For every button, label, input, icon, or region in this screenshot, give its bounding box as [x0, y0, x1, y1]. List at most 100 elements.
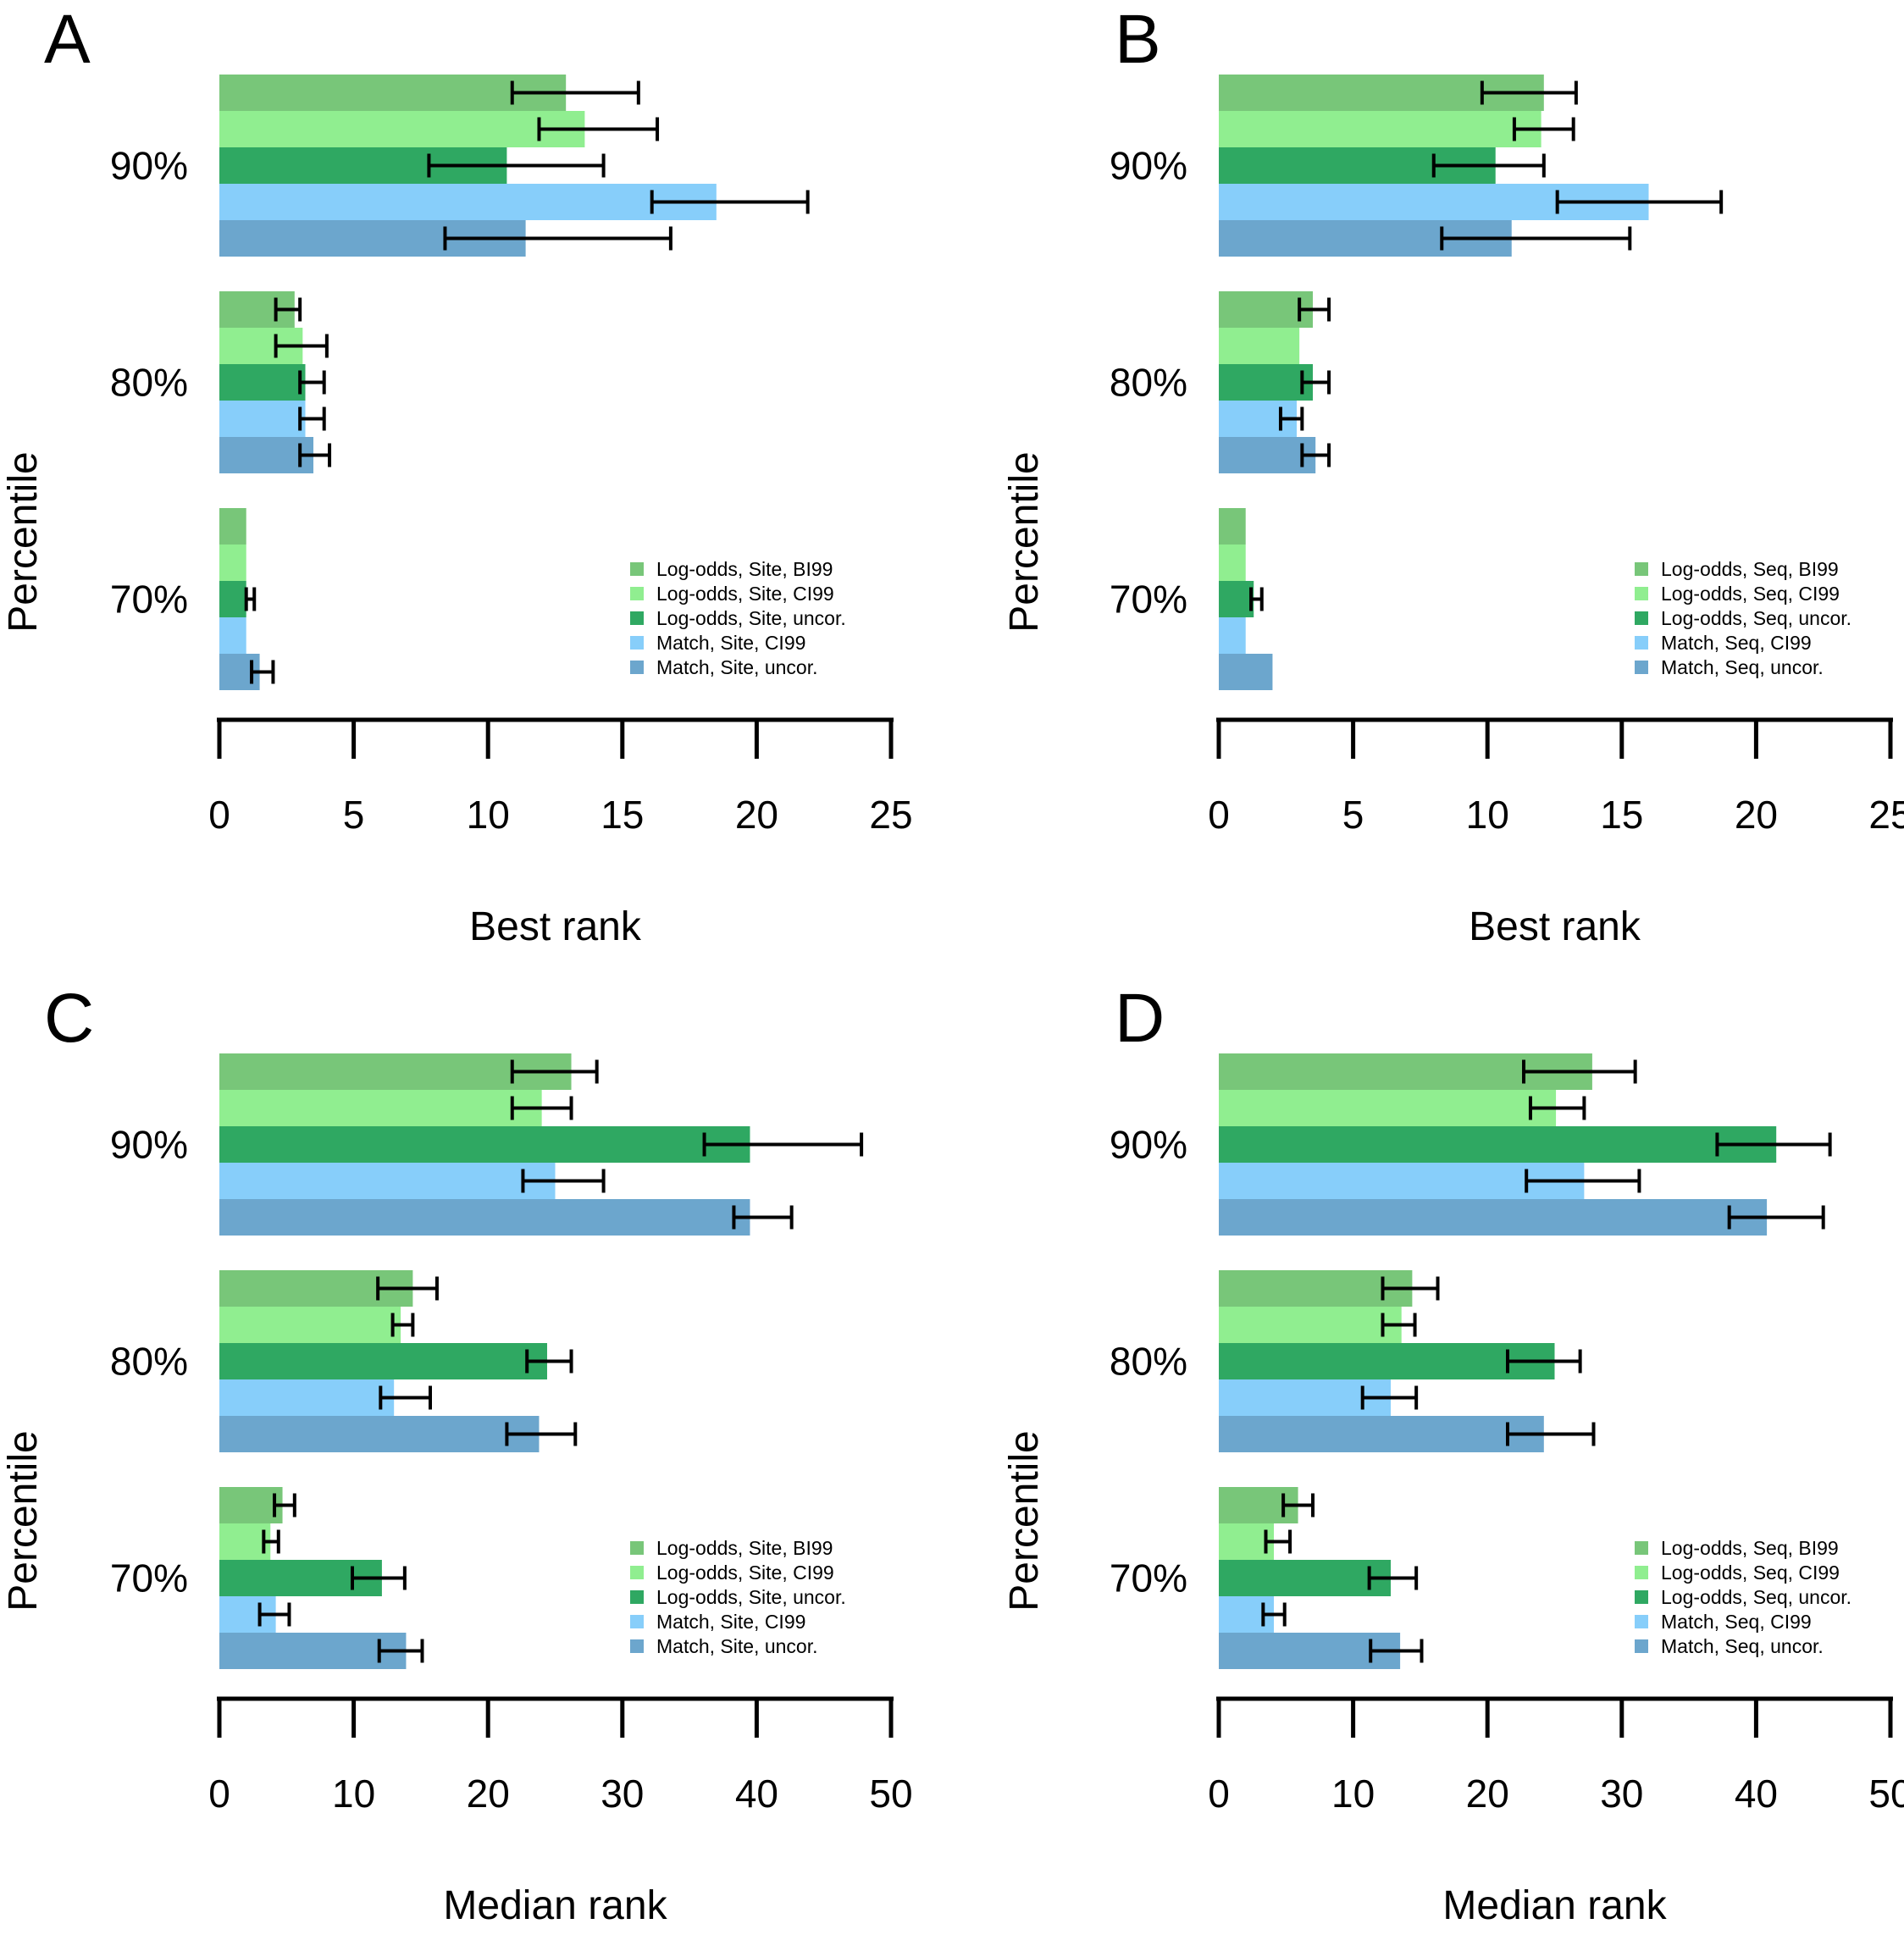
category-label: 80%: [110, 361, 188, 405]
bar: [219, 617, 246, 654]
legend-label: Match, Site, CI99: [656, 1611, 805, 1633]
x-axis-title: Median rank: [443, 1883, 667, 1928]
error-bar: [510, 1059, 599, 1084]
error-bar: [1522, 1059, 1637, 1084]
error-bar: [732, 1205, 794, 1230]
legend-swatch: [630, 1541, 644, 1555]
panel-A: A Percentile 90% 80% 70% 0 5 10 15 20 25 Best ran…: [0, 0, 952, 978]
legend-label: Log-odds, Seq, BI99: [1661, 1537, 1839, 1559]
x-tick-label: 20: [1466, 1772, 1509, 1816]
error-bar: [521, 1169, 606, 1193]
legend-label: Match, Seq, CI99: [1661, 632, 1812, 654]
error-bar: [1281, 1493, 1315, 1518]
error-bar: [1505, 1422, 1596, 1446]
legend-label: Match, Site, uncor.: [656, 656, 817, 678]
category-label: 90%: [110, 1123, 188, 1167]
bar: [219, 1090, 542, 1126]
x-tick-label: 0: [208, 793, 230, 837]
bar: [219, 401, 306, 437]
legend-label: Match, Site, CI99: [656, 632, 805, 654]
bar: [219, 1487, 283, 1523]
error-bar: [274, 297, 302, 322]
error-bar: [1249, 587, 1264, 611]
error-bar: [1300, 443, 1331, 467]
error-bar: [1528, 1096, 1586, 1120]
x-tick-label: 50: [1868, 1772, 1904, 1816]
bar: [1219, 581, 1254, 617]
legend-swatch: [1635, 611, 1648, 625]
error-bar: [443, 226, 672, 251]
error-bar: [273, 1493, 296, 1518]
legend-label: Log-odds, Site, uncor.: [656, 607, 846, 629]
error-bar: [376, 1276, 439, 1301]
legend-swatch: [1635, 1615, 1648, 1628]
x-axis: [217, 1696, 894, 1738]
bar: [1219, 437, 1316, 473]
error-bar: [525, 1349, 573, 1374]
bar: [1219, 1090, 1557, 1126]
bar: [219, 1416, 540, 1452]
error-bar: [1381, 1313, 1417, 1337]
bar: [1219, 1199, 1768, 1236]
legend-label: Log-odds, Site, CI99: [656, 583, 834, 605]
error-bar: [1555, 190, 1724, 214]
x-tick-label: 50: [869, 1772, 912, 1816]
legend-label: Log-odds, Site, uncor.: [656, 1586, 846, 1608]
category-label: 80%: [1110, 361, 1187, 405]
legend-swatch: [630, 1615, 644, 1628]
x-tick-label: 0: [1208, 1772, 1230, 1816]
error-bar: [1715, 1132, 1832, 1157]
legend-label: Log-odds, Site, CI99: [656, 1562, 834, 1584]
error-bar: [702, 1132, 864, 1157]
error-bar: [274, 334, 329, 358]
legend-label: Log-odds, Seq, BI99: [1661, 558, 1839, 580]
legend-label: Match, Seq, uncor.: [1661, 656, 1824, 678]
x-tick-label: 20: [467, 1772, 510, 1816]
bar: [219, 437, 314, 473]
bar: [219, 581, 246, 617]
error-bar: [351, 1566, 407, 1590]
bar: [1219, 1416, 1544, 1452]
error-bar: [1431, 153, 1546, 178]
x-axis: [1216, 717, 1893, 759]
legend-swatch: [1635, 587, 1648, 600]
x-tick-label: 15: [601, 793, 644, 837]
bar: [219, 75, 567, 111]
bar: [1219, 364, 1314, 401]
x-tick-label: 5: [1342, 793, 1364, 837]
bar: [1219, 111, 1541, 147]
legend-swatch: [1635, 1639, 1648, 1653]
x-tick-label: 5: [343, 793, 365, 837]
error-bar: [1480, 80, 1578, 105]
panel-letter: B: [1115, 1, 1161, 78]
legend-label: Log-odds, Site, BI99: [656, 1537, 833, 1559]
error-bar: [298, 443, 332, 467]
category-label: 90%: [1110, 144, 1187, 188]
legend-label: Log-odds, Seq, CI99: [1661, 1562, 1840, 1584]
legend-swatch: [630, 636, 644, 650]
error-bar: [298, 370, 326, 395]
legend: Log-odds, Seq, BI99 Log-odds, Seq, CI99Lo…: [1635, 558, 1851, 678]
x-tick-label: 15: [1600, 793, 1643, 837]
legend-swatch: [630, 587, 644, 600]
legend-label: Match, Site, uncor.: [656, 1635, 817, 1657]
bar: [219, 1379, 395, 1416]
error-bar: [1369, 1639, 1424, 1663]
error-bar: [650, 190, 810, 214]
bar: [1219, 328, 1300, 364]
x-axis: [217, 717, 894, 759]
legend-swatch: [630, 1566, 644, 1579]
legend-label: Log-odds, Seq, uncor.: [1661, 1586, 1851, 1608]
category-label: 70%: [1110, 1556, 1187, 1600]
bar: [219, 1199, 750, 1236]
error-bar: [262, 1529, 280, 1554]
legend-swatch: [630, 562, 644, 576]
bar: [1219, 291, 1314, 328]
legend-label: Match, Seq, uncor.: [1661, 1635, 1824, 1657]
bar: [1219, 1163, 1585, 1199]
bar: [219, 184, 717, 220]
bar: [1219, 545, 1246, 581]
x-tick-label: 10: [1466, 793, 1509, 837]
x-tick-label: 30: [601, 1772, 644, 1816]
x-axis-title: Best rank: [1469, 904, 1641, 949]
